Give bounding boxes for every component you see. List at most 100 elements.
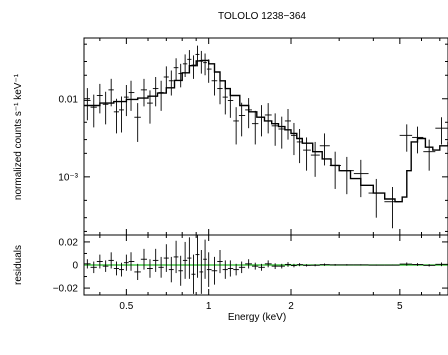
- residual-data-point: [187, 237, 192, 279]
- spectrum-data-point: [140, 78, 147, 107]
- spectrum-data-point: [108, 78, 114, 107]
- residual-data-point: [178, 255, 183, 286]
- x-tick-label: 2: [288, 301, 294, 312]
- spectrum-data-point: [128, 80, 135, 111]
- residual-data-point: [368, 264, 385, 266]
- residual-data-point: [435, 262, 448, 267]
- residual-data-point: [173, 240, 179, 274]
- spectrum-data-point: [118, 96, 124, 133]
- residual-data-point: [284, 262, 291, 267]
- spectrum-data-point: [233, 107, 239, 145]
- spectrum-data-point: [96, 83, 103, 114]
- spectrum-data-point: [278, 116, 285, 149]
- residual-data-point: [90, 261, 97, 274]
- spectrum-data-point: [158, 80, 164, 111]
- spectrum-data-point: [303, 137, 311, 171]
- residual-data-point: [134, 263, 141, 280]
- spectrum-data-points: [84, 45, 448, 229]
- spectrum-y-tick-label: 10⁻³: [58, 172, 78, 183]
- residual-data-point: [191, 254, 196, 294]
- residuals-ticks: 0.02 0 −0.02: [53, 237, 448, 295]
- spectrum-data-point: [251, 110, 259, 145]
- residual-data-point: [258, 263, 265, 271]
- residual-data-point: [296, 263, 304, 267]
- spectrum-data-point: [191, 55, 196, 79]
- residual-data-point: [303, 264, 311, 267]
- residuals-y-axis-label: residuals: [13, 245, 24, 285]
- residual-data-point: [238, 261, 246, 274]
- residual-data-point: [271, 263, 279, 270]
- spectrum-data-point: [238, 102, 246, 137]
- spectrum-y-tick-label: 0.01: [59, 94, 79, 105]
- residual-data-point: [310, 264, 320, 267]
- residual-data-point: [102, 260, 109, 272]
- residual-data-point: [128, 252, 135, 271]
- residual-data-point: [182, 241, 188, 279]
- residual-data-point: [222, 260, 228, 279]
- residuals-y-tick-label: 0.02: [59, 237, 79, 248]
- spectrum-data-point: [199, 50, 204, 74]
- residual-data-point: [251, 262, 259, 270]
- residual-data-point: [140, 248, 147, 270]
- spectrum-data-point: [173, 58, 179, 81]
- spectrum-data-point: [217, 77, 223, 105]
- residual-data-point: [399, 262, 413, 266]
- model-curve: [84, 59, 448, 203]
- residuals-y-tick-label: 0: [72, 261, 78, 272]
- spectrum-data-point: [211, 70, 218, 96]
- x-tick-label: 0.5: [119, 301, 133, 312]
- spectrum-data-point: [222, 85, 228, 115]
- residual-data-point: [217, 250, 223, 274]
- spectrum-data-point: [134, 103, 141, 142]
- spectrum-data-point: [319, 133, 330, 166]
- residual-data-point: [123, 254, 129, 271]
- residual-data-point: [168, 256, 174, 283]
- spectrum-data-point: [412, 126, 424, 154]
- residual-data-point: [211, 256, 218, 285]
- spectrum-data-point: [163, 66, 169, 93]
- residual-data-point: [412, 263, 424, 266]
- residual-data-point: [152, 248, 159, 272]
- spectrum-data-point: [123, 85, 129, 117]
- spectrum-data-point: [168, 70, 174, 96]
- residual-data-point: [329, 264, 341, 266]
- residual-data-point: [206, 252, 212, 287]
- residual-data-point: [233, 263, 239, 276]
- residual-data-point: [384, 264, 400, 266]
- spectrum-data-point: [227, 89, 234, 118]
- spectrum-data-point: [258, 105, 265, 137]
- x-tick-label: 5: [397, 301, 403, 312]
- spectrum-data-point: [206, 59, 212, 83]
- spectrum-data-point: [195, 45, 200, 67]
- spectrum-data-point: [152, 76, 159, 107]
- residual-data-point: [163, 244, 169, 272]
- spectrum-data-point: [90, 94, 97, 128]
- spectrum-data-point: [384, 187, 400, 229]
- residual-data-point: [199, 250, 204, 294]
- spectrum-data-point: [203, 53, 207, 76]
- residuals-panel: 0.02 0 −0.02 residuals: [13, 234, 448, 296]
- residual-data-point: [146, 259, 153, 278]
- spectrum-data-point: [368, 178, 385, 218]
- residual-data-point: [423, 264, 436, 267]
- residual-data-point: [278, 263, 285, 269]
- spectrum-data-point: [113, 98, 119, 134]
- spectrum-data-point: [296, 128, 304, 164]
- spectrum-data-point: [290, 122, 297, 156]
- residual-data-point: [340, 264, 354, 266]
- spectrum-data-point: [178, 63, 183, 88]
- spectrum-data-point: [329, 151, 341, 189]
- residual-data-point: [227, 260, 234, 277]
- spectrum-data-point: [435, 117, 448, 145]
- residual-data-point: [84, 259, 91, 269]
- residual-data-points: [84, 235, 448, 294]
- spectrum-panel: 0.01 10⁻³ normalized counts s⁻¹ keV⁻¹: [13, 37, 448, 236]
- residuals-plot-frame: [83, 234, 448, 296]
- spectrum-plot-frame: [83, 37, 448, 236]
- x-axis-label: Energy (keV): [228, 312, 286, 323]
- residual-data-point: [158, 256, 164, 278]
- spectrum-data-point: [271, 113, 279, 146]
- residual-data-point: [195, 235, 200, 278]
- residual-data-point: [203, 239, 207, 279]
